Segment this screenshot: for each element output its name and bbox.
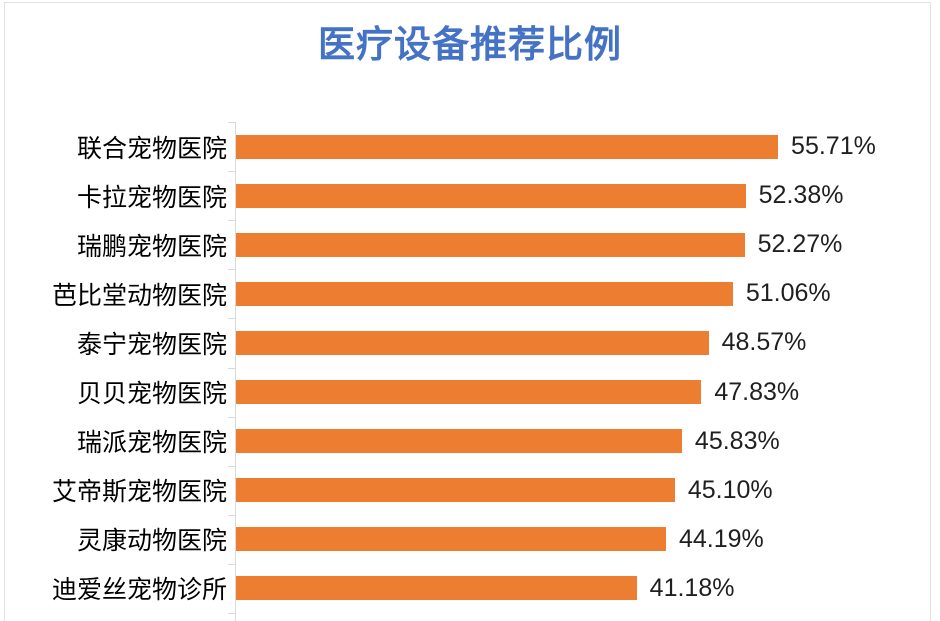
axis-tick: [228, 514, 235, 516]
bar: [236, 576, 637, 601]
chart-title: 医疗设备推荐比例: [318, 24, 622, 65]
axis-tick: [228, 122, 235, 123]
category-label: 瑞派宠物医院: [76, 429, 227, 458]
value-label: 52.27%: [757, 230, 843, 259]
chart-row: 贝贝宠物医院 47.83%: [0, 368, 940, 417]
chart-row: 艾帝斯宠物医院 45.10%: [0, 466, 940, 515]
bar: [236, 232, 745, 257]
value-label: 44.19%: [678, 524, 764, 553]
bar: [236, 281, 733, 306]
bar: [236, 134, 779, 159]
axis-tick: [228, 318, 235, 320]
axis-tick: [228, 613, 235, 614]
value-label: 45.83%: [694, 426, 780, 455]
category-label: 瑞鹏宠物医院: [76, 232, 227, 261]
value-label: 41.18%: [649, 573, 735, 602]
bar: [236, 330, 709, 355]
bar: [236, 183, 746, 208]
category-label: 芭比堂动物医院: [51, 281, 227, 310]
category-label: 联合宠物医院: [76, 134, 227, 163]
axis-tick: [228, 220, 235, 222]
chart-row: 泰宁宠物医院 48.57%: [0, 318, 940, 367]
axis-tick: [228, 171, 235, 173]
category-label: 迪爱丝宠物诊所: [51, 576, 227, 605]
chart-row: 联合宠物医院 55.71%: [0, 122, 940, 171]
category-label: 灵康动物医院: [76, 527, 227, 556]
axis-tick: [228, 563, 235, 565]
axis-tick: [228, 367, 235, 369]
axis-tick: [228, 416, 235, 418]
value-label: 52.38%: [758, 181, 844, 210]
value-label: 48.57%: [721, 328, 807, 357]
bar: [236, 380, 702, 404]
chart-row: 芭比堂动物医院 51.06%: [0, 269, 940, 318]
chart-row: 迪爱丝宠物诊所 41.18%: [0, 564, 940, 613]
chart-row: 瑞鹏宠物医院 52.27%: [0, 220, 940, 269]
value-label: 51.06%: [745, 279, 831, 308]
category-axis-line: [235, 122, 236, 621]
chart-row: 灵康动物医院 44.19%: [0, 515, 940, 564]
chart-row: 卡拉宠物医院 52.38%: [0, 171, 940, 220]
axis-tick: [228, 269, 235, 271]
bar: [236, 478, 675, 503]
chart-row: 瑞派宠物医院 45.83%: [0, 417, 940, 466]
category-label: 艾帝斯宠物医院: [51, 478, 227, 507]
plot-area: 联合宠物医院 55.71% 卡拉宠物医院 52.38% 瑞鹏宠物医院 52.27% 芭比堂动…: [0, 122, 940, 621]
axis-tick: [228, 465, 235, 467]
value-label: 45.10%: [687, 475, 773, 504]
value-label: 47.83%: [714, 377, 800, 406]
bar: [236, 429, 682, 454]
value-label: 55.71%: [791, 132, 876, 161]
category-label: 泰宁宠物医院: [76, 330, 227, 359]
category-label: 卡拉宠物医院: [76, 183, 227, 212]
bar: [236, 527, 666, 552]
category-label: 贝贝宠物医院: [76, 380, 227, 409]
